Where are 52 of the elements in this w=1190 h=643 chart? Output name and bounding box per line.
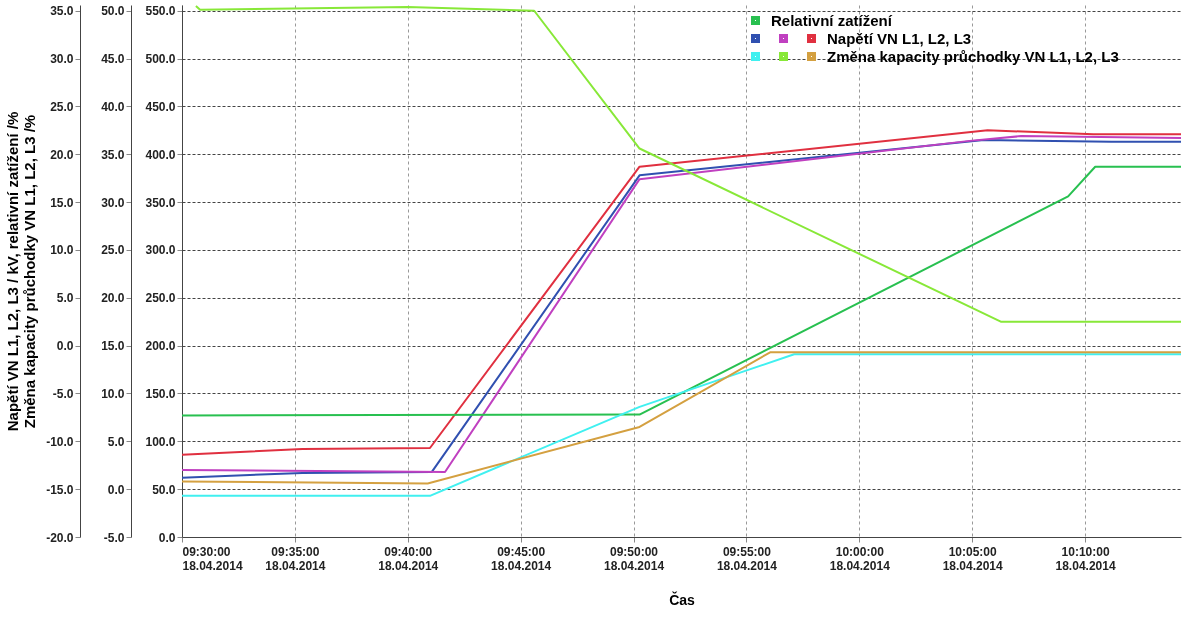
y3-tick-label: 50.0 bbox=[152, 482, 176, 497]
legend-label: Napětí VN L1, L2, L3 bbox=[827, 29, 972, 47]
line-series bbox=[182, 165, 1181, 417]
x-axis-title: Čas bbox=[669, 590, 696, 608]
y3-tick-label: 550.0 bbox=[145, 4, 176, 19]
y2-tick-label: -5.0 bbox=[103, 530, 125, 545]
y-tick-label: 10.0 bbox=[50, 243, 74, 258]
y-tick-label: 15.0 bbox=[50, 195, 74, 210]
y3-tick-label: 350.0 bbox=[145, 195, 176, 210]
y3-tick-label: 150.0 bbox=[145, 386, 176, 401]
y2-tick-label: 30.0 bbox=[101, 195, 125, 210]
y-tick-label: -20.0 bbox=[46, 530, 74, 545]
y-tick-label: 30.0 bbox=[50, 52, 74, 67]
y-tick-label: -15.0 bbox=[46, 482, 74, 497]
x-tick-label: 09:45:00 18.04.2014 bbox=[491, 544, 552, 573]
legend-label: Relativní zatížení bbox=[771, 11, 893, 29]
y-tick-label: 0.0 bbox=[56, 339, 74, 354]
y-tick-label: 35.0 bbox=[50, 4, 74, 19]
y2-tick-label: 40.0 bbox=[101, 99, 125, 114]
y3-tick-label: 450.0 bbox=[145, 99, 176, 114]
y-tick-label: 5.0 bbox=[56, 291, 74, 306]
y2-tick-label: 25.0 bbox=[101, 243, 125, 258]
y3-tick-label: 250.0 bbox=[145, 291, 176, 306]
y-tick-label: -5.0 bbox=[52, 386, 74, 401]
y3-tick-label: 400.0 bbox=[145, 147, 176, 162]
x-tick-label: 10:05:00 18.04.2014 bbox=[942, 544, 1004, 573]
y-axis-title: Napětí VN L1, L2, L3 / kV, relativní zatížení /% Změna kapacity průchodky VN L1, L2, L3 /% bbox=[4, 111, 39, 432]
y2-tick-label: 45.0 bbox=[101, 52, 125, 67]
y3-tick-label: 300.0 bbox=[145, 243, 176, 258]
x-tick-label: 09:35:00 18.04.2014 bbox=[265, 544, 326, 573]
x-tick-label: 10:10:00 18.04.2014 bbox=[1055, 544, 1116, 573]
y2-tick-label: 5.0 bbox=[107, 434, 125, 449]
y2-tick-label: 10.0 bbox=[101, 386, 125, 401]
y2-tick-label: 35.0 bbox=[101, 147, 125, 162]
x-tick-label: 09:55:00 18.04.2014 bbox=[716, 544, 778, 573]
y-tick-label: -10.0 bbox=[46, 434, 74, 449]
legend-label: Změna kapacity průchodky VN L1, L2, L3 bbox=[827, 47, 1119, 65]
x-tick-label: 09:40:00 18.04.2014 bbox=[378, 544, 439, 573]
y2-tick-label: 0.0 bbox=[107, 482, 125, 497]
y3-tick-label: 0.0 bbox=[158, 530, 176, 545]
y3-tick-label: 100.0 bbox=[145, 434, 176, 449]
line-series bbox=[194, 5, 1181, 323]
x-tick-label: 09:30:00 18.04.2014 bbox=[182, 544, 243, 573]
y-tick-label: 25.0 bbox=[50, 99, 74, 114]
y2-tick-label: 20.0 bbox=[101, 291, 125, 306]
x-tick-label: 10:00:00 18.04.2014 bbox=[829, 544, 891, 573]
y2-tick-label: 50.0 bbox=[101, 4, 125, 19]
y3-tick-label: 500.0 bbox=[145, 52, 176, 67]
x-tick-label: 09:50:00 18.04.2014 bbox=[603, 544, 665, 573]
y-tick-label: 20.0 bbox=[50, 147, 74, 162]
y2-tick-label: 15.0 bbox=[101, 339, 125, 354]
y3-tick-label: 200.0 bbox=[145, 339, 176, 354]
